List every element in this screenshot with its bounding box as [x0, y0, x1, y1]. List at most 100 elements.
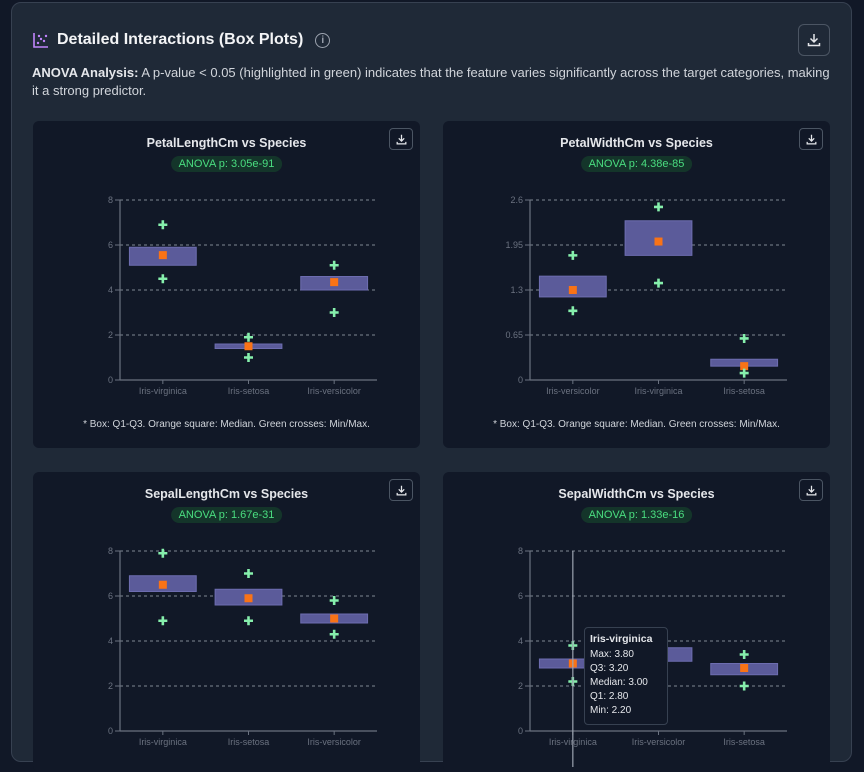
max-marker: [244, 332, 253, 342]
chart-title: PetalWidthCm vs Species: [560, 136, 713, 150]
anova-badge: ANOVA p: 1.67e-31: [170, 507, 283, 523]
median-marker: [568, 286, 577, 294]
iqr-box: [624, 220, 693, 256]
x-tick-label: Iris-setosa: [723, 386, 765, 396]
min-marker: [568, 306, 578, 316]
chart-title: SepalWidthCm vs Species: [558, 487, 715, 501]
min-marker: [739, 368, 749, 378]
chart-note: * Box: Q1-Q3. Orange square: Median. Gre…: [83, 419, 370, 430]
y-tick-label: 0.65: [505, 330, 523, 340]
x-tick-label: Iris-versicolor: [307, 737, 361, 747]
max-marker: [244, 569, 253, 578]
anova-label: ANOVA Analysis:: [32, 65, 139, 80]
x-tick-label: Iris-versicolor: [632, 737, 686, 747]
y-tick-label: 6: [108, 240, 113, 250]
y-tick-label: 8: [108, 195, 113, 205]
x-tick-label: Iris-virginica: [139, 386, 187, 396]
max-marker: [654, 202, 663, 212]
median-marker: [740, 362, 749, 371]
median-marker: [330, 278, 339, 287]
y-tick-label: 8: [518, 546, 523, 556]
max-marker: [329, 596, 339, 605]
scatter-chart-icon: [32, 32, 49, 49]
max-marker: [739, 650, 749, 659]
anova-description: ANOVA Analysis: A p-value < 0.05 (highli…: [32, 64, 832, 100]
y-tick-label: 4: [108, 636, 113, 646]
tooltip-name: Iris-virginica: [590, 633, 653, 645]
y-tick-label: 2: [518, 681, 523, 691]
max-marker: [158, 220, 168, 230]
min-marker: [158, 274, 168, 284]
min-marker: [329, 308, 339, 317]
y-tick-label: 8: [108, 546, 113, 556]
y-tick-label: 2.6: [510, 195, 523, 205]
x-tick-label: Iris-versicolor: [546, 386, 600, 396]
y-tick-label: 0: [108, 375, 113, 385]
info-icon[interactable]: i: [315, 32, 331, 48]
tooltip-median: Median: 3.00: [590, 677, 648, 688]
chart-tooltip: Iris-virginica Max: 3.80 Q3: 3.20 Median…: [584, 627, 668, 725]
download-chart-button[interactable]: [389, 479, 413, 501]
download-icon: [806, 134, 816, 144]
download-icon: [396, 485, 406, 495]
x-tick-label: Iris-virginica: [634, 386, 682, 396]
min-marker: [739, 681, 749, 691]
box-plot-svg: 0 0.65 1.3 1.95 2.6 Iris-versicolor Iris-virgi…: [505, 195, 787, 396]
download-icon: [396, 134, 406, 144]
y-tick-label: 4: [518, 636, 523, 646]
median-marker: [244, 342, 253, 351]
tooltip-max: Max: 3.80: [590, 649, 634, 660]
max-marker: [739, 333, 749, 343]
anova-badge: ANOVA p: 4.38e-85: [580, 156, 693, 172]
median-marker: [654, 237, 663, 246]
box-plot-svg: 0 2 4 6 8 Iris-virginica Iris-setosa Iris-versi…: [108, 195, 377, 396]
min-marker: [654, 278, 663, 288]
max-marker: [329, 260, 339, 270]
download-all-button[interactable]: [798, 24, 830, 56]
tooltip-min: Min: 2.20: [590, 705, 632, 716]
download-chart-button[interactable]: [799, 479, 823, 501]
box-plot-card: SepalLengthCm vs Species ANOVA p: 1.67e-3…: [33, 472, 420, 772]
y-tick-label: 0: [518, 375, 523, 385]
download-chart-button[interactable]: [389, 128, 413, 150]
median-marker: [740, 664, 749, 672]
max-marker: [568, 250, 578, 260]
tooltip-q3: Q3: 3.20: [590, 663, 629, 674]
x-tick-label: Iris-versicolor: [307, 386, 361, 396]
median-marker: [158, 251, 167, 260]
x-tick-label: Iris-setosa: [228, 386, 270, 396]
y-tick-label: 2: [108, 330, 113, 340]
anova-text: A p-value < 0.05 (highlighted in green) …: [32, 65, 830, 98]
anova-badge: ANOVA p: 1.33e-16: [580, 507, 693, 523]
x-tick-label: Iris-virginica: [139, 737, 187, 747]
panel-header: Detailed Interactions (Box Plots) i: [32, 31, 331, 49]
median-marker: [244, 594, 253, 603]
median-marker: [330, 614, 339, 623]
median-marker: [158, 580, 167, 589]
y-tick-label: 6: [108, 591, 113, 601]
anova-badge: ANOVA p: 3.05e-91: [170, 156, 283, 172]
box-plot-card: PetalLengthCm vs Species ANOVA p: 3.05e-9…: [33, 121, 420, 448]
x-tick-label: Iris-setosa: [228, 737, 270, 747]
chart-title: PetalLengthCm vs Species: [146, 136, 307, 150]
max-marker: [158, 548, 168, 558]
y-tick-label: 0: [518, 726, 523, 736]
min-marker: [244, 616, 253, 626]
y-tick-label: 1.95: [505, 240, 523, 250]
x-tick-label: Iris-setosa: [723, 737, 765, 747]
y-tick-label: 1.3: [510, 285, 523, 295]
min-marker: [244, 353, 253, 362]
download-chart-button[interactable]: [799, 128, 823, 150]
chart-note: * Box: Q1-Q3. Orange square: Median. Gre…: [493, 419, 780, 430]
box-plot-card: SepalWidthCm vs Species ANOVA p: 1.33e-16…: [443, 472, 830, 772]
y-tick-label: 0: [108, 726, 113, 736]
tooltip-q1: Q1: 2.80: [590, 691, 629, 702]
y-tick-label: 4: [108, 285, 113, 295]
min-marker: [329, 629, 339, 639]
download-icon: [807, 34, 821, 47]
box-plot-card: PetalWidthCm vs Species ANOVA p: 4.38e-85…: [443, 121, 830, 448]
y-tick-label: 6: [518, 591, 523, 601]
chart-title: SepalLengthCm vs Species: [144, 487, 309, 501]
min-marker: [158, 616, 168, 626]
download-icon: [806, 485, 816, 495]
